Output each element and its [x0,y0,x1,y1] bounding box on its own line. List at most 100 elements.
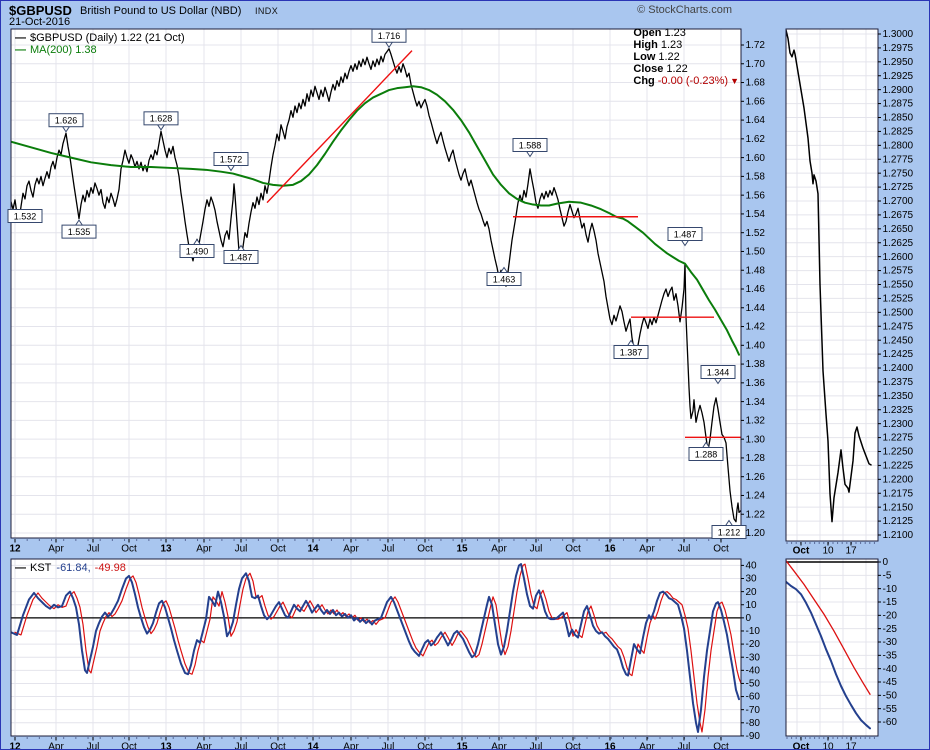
y-axis-label: 40 [746,561,758,572]
price-callout-text: 1.532 [14,211,37,221]
ma-line-swatch: — [15,44,26,56]
price-callout [371,28,407,43]
y-axis-label: 1.2175 [883,488,914,499]
x-axis-label: Jul [235,742,248,750]
y-axis-label: -25 [883,624,898,635]
y-axis-label: -10 [746,626,761,637]
x-axis-label: Apr [491,544,507,555]
y-axis-label: -35 [883,650,898,661]
x-axis-label: 16 [604,742,616,750]
y-axis-label: 30 [746,574,758,585]
x-axis-label: 16 [604,544,616,555]
y-axis-label: 1.2825 [883,127,914,138]
price-callout-text: 1.487 [674,229,697,239]
price-callout-text: 1.572 [220,154,243,164]
x-axis-label: Oct [713,544,729,555]
x-axis-label: 13 [160,742,172,750]
price-callout [223,250,259,264]
x-axis-label: 10 [822,742,834,750]
chg-label: Chg [633,75,655,87]
price-legend-row: — $GBPUSD (Daily) 1.22 (21 Oct) [15,32,185,44]
ma200-line [11,85,740,356]
ma-legend-row: — MA(200) 1.38 [15,44,185,56]
kst-line-swatch: — [15,562,26,574]
y-axis-label: 1.2800 [883,140,914,151]
x-axis-label: Apr [491,742,507,750]
price-callout [667,227,703,241]
y-axis-label: 1.42 [746,322,766,333]
y-axis-label: 1.46 [746,284,766,295]
y-axis-label: 1.28 [746,453,766,464]
x-axis-label: 12 [9,544,21,555]
x-axis-label: Oct [417,742,433,750]
y-axis-label: 1.2425 [883,349,914,360]
x-axis-label: Oct [270,742,286,750]
y-axis-label: 1.2650 [883,224,914,235]
x-axis-label: Apr [639,544,655,555]
y-axis-label: 1.40 [746,340,766,351]
x-axis-label: Oct [121,742,137,750]
price-callout-text: 1.288 [695,449,718,459]
y-axis-label: -60 [746,692,761,703]
y-axis-label: -5 [883,570,892,581]
chart-date: 21-Oct-2016 [9,16,71,28]
price-callout [486,272,522,286]
price-callout [7,209,43,223]
y-axis-label: 1.68 [746,78,766,89]
trendline-annotation [266,50,413,204]
y-axis-label: -15 [883,597,898,608]
price-line-swatch: — [15,32,26,44]
y-axis-label: 1.70 [746,59,766,70]
y-axis-label: -60 [883,717,898,728]
y-axis-label: 1.2400 [883,363,914,374]
y-axis-label: 1.2975 [883,43,914,54]
y-axis-label: 1.2525 [883,294,914,305]
plot-border-kst [10,558,742,737]
inset-kst-line [786,580,871,730]
y-axis-label: 1.2275 [883,433,914,444]
price-callout [179,244,215,258]
y-axis-label: -45 [883,677,898,688]
x-axis-label: Apr [48,742,64,750]
y-axis-label: -40 [746,665,761,676]
ohlc-readout: Open 1.23 High 1.23 Low 1.22 Close 1.22 Chg -… [608,15,739,99]
price-callout [143,111,179,126]
x-axis-label: Oct [793,546,810,557]
y-axis-label: 1.38 [746,359,766,370]
y-axis-label: 1.2550 [883,280,914,291]
price-callout-text: 1.344 [707,367,730,377]
y-axis-label: -20 [883,610,898,621]
y-axis-label: 1.2300 [883,419,914,430]
low-value: 1.22 [658,51,680,63]
y-axis-label: 1.2750 [883,168,914,179]
y-axis-label: 1.2225 [883,461,914,472]
x-axis-label: Apr [48,544,64,555]
y-axis-label: 1.60 [746,153,766,164]
y-axis-label: 1.2725 [883,182,914,193]
x-axis-label: Oct [565,742,581,750]
y-axis-label: 1.44 [746,303,766,314]
plot-area-inset_kst [786,559,878,736]
x-axis-label: Oct [565,544,581,555]
y-axis-label: -40 [883,664,898,675]
y-axis-label: 1.22 [746,509,766,520]
y-axis-label: 1.2350 [883,391,914,402]
y-axis-label: -70 [746,705,761,716]
y-axis-label: 1.2600 [883,252,914,263]
x-axis-label: 13 [160,544,172,555]
x-axis-label: Oct [713,742,729,750]
y-axis-label: 1.56 [746,190,766,201]
y-axis-label: 1.2375 [883,377,914,388]
y-axis-label: 1.2925 [883,71,914,82]
price-callout-text: 1.716 [378,31,401,41]
y-axis-label: 1.2325 [883,405,914,416]
y-axis-label: -30 [883,637,898,648]
price-callout [711,525,747,539]
y-axis-label: 1.64 [746,115,766,126]
price-callout-text: 1.463 [493,274,516,284]
y-axis-label: 1.2950 [883,57,914,68]
y-axis-label: 1.3000 [883,29,914,40]
y-axis-label: -10 [883,584,898,595]
